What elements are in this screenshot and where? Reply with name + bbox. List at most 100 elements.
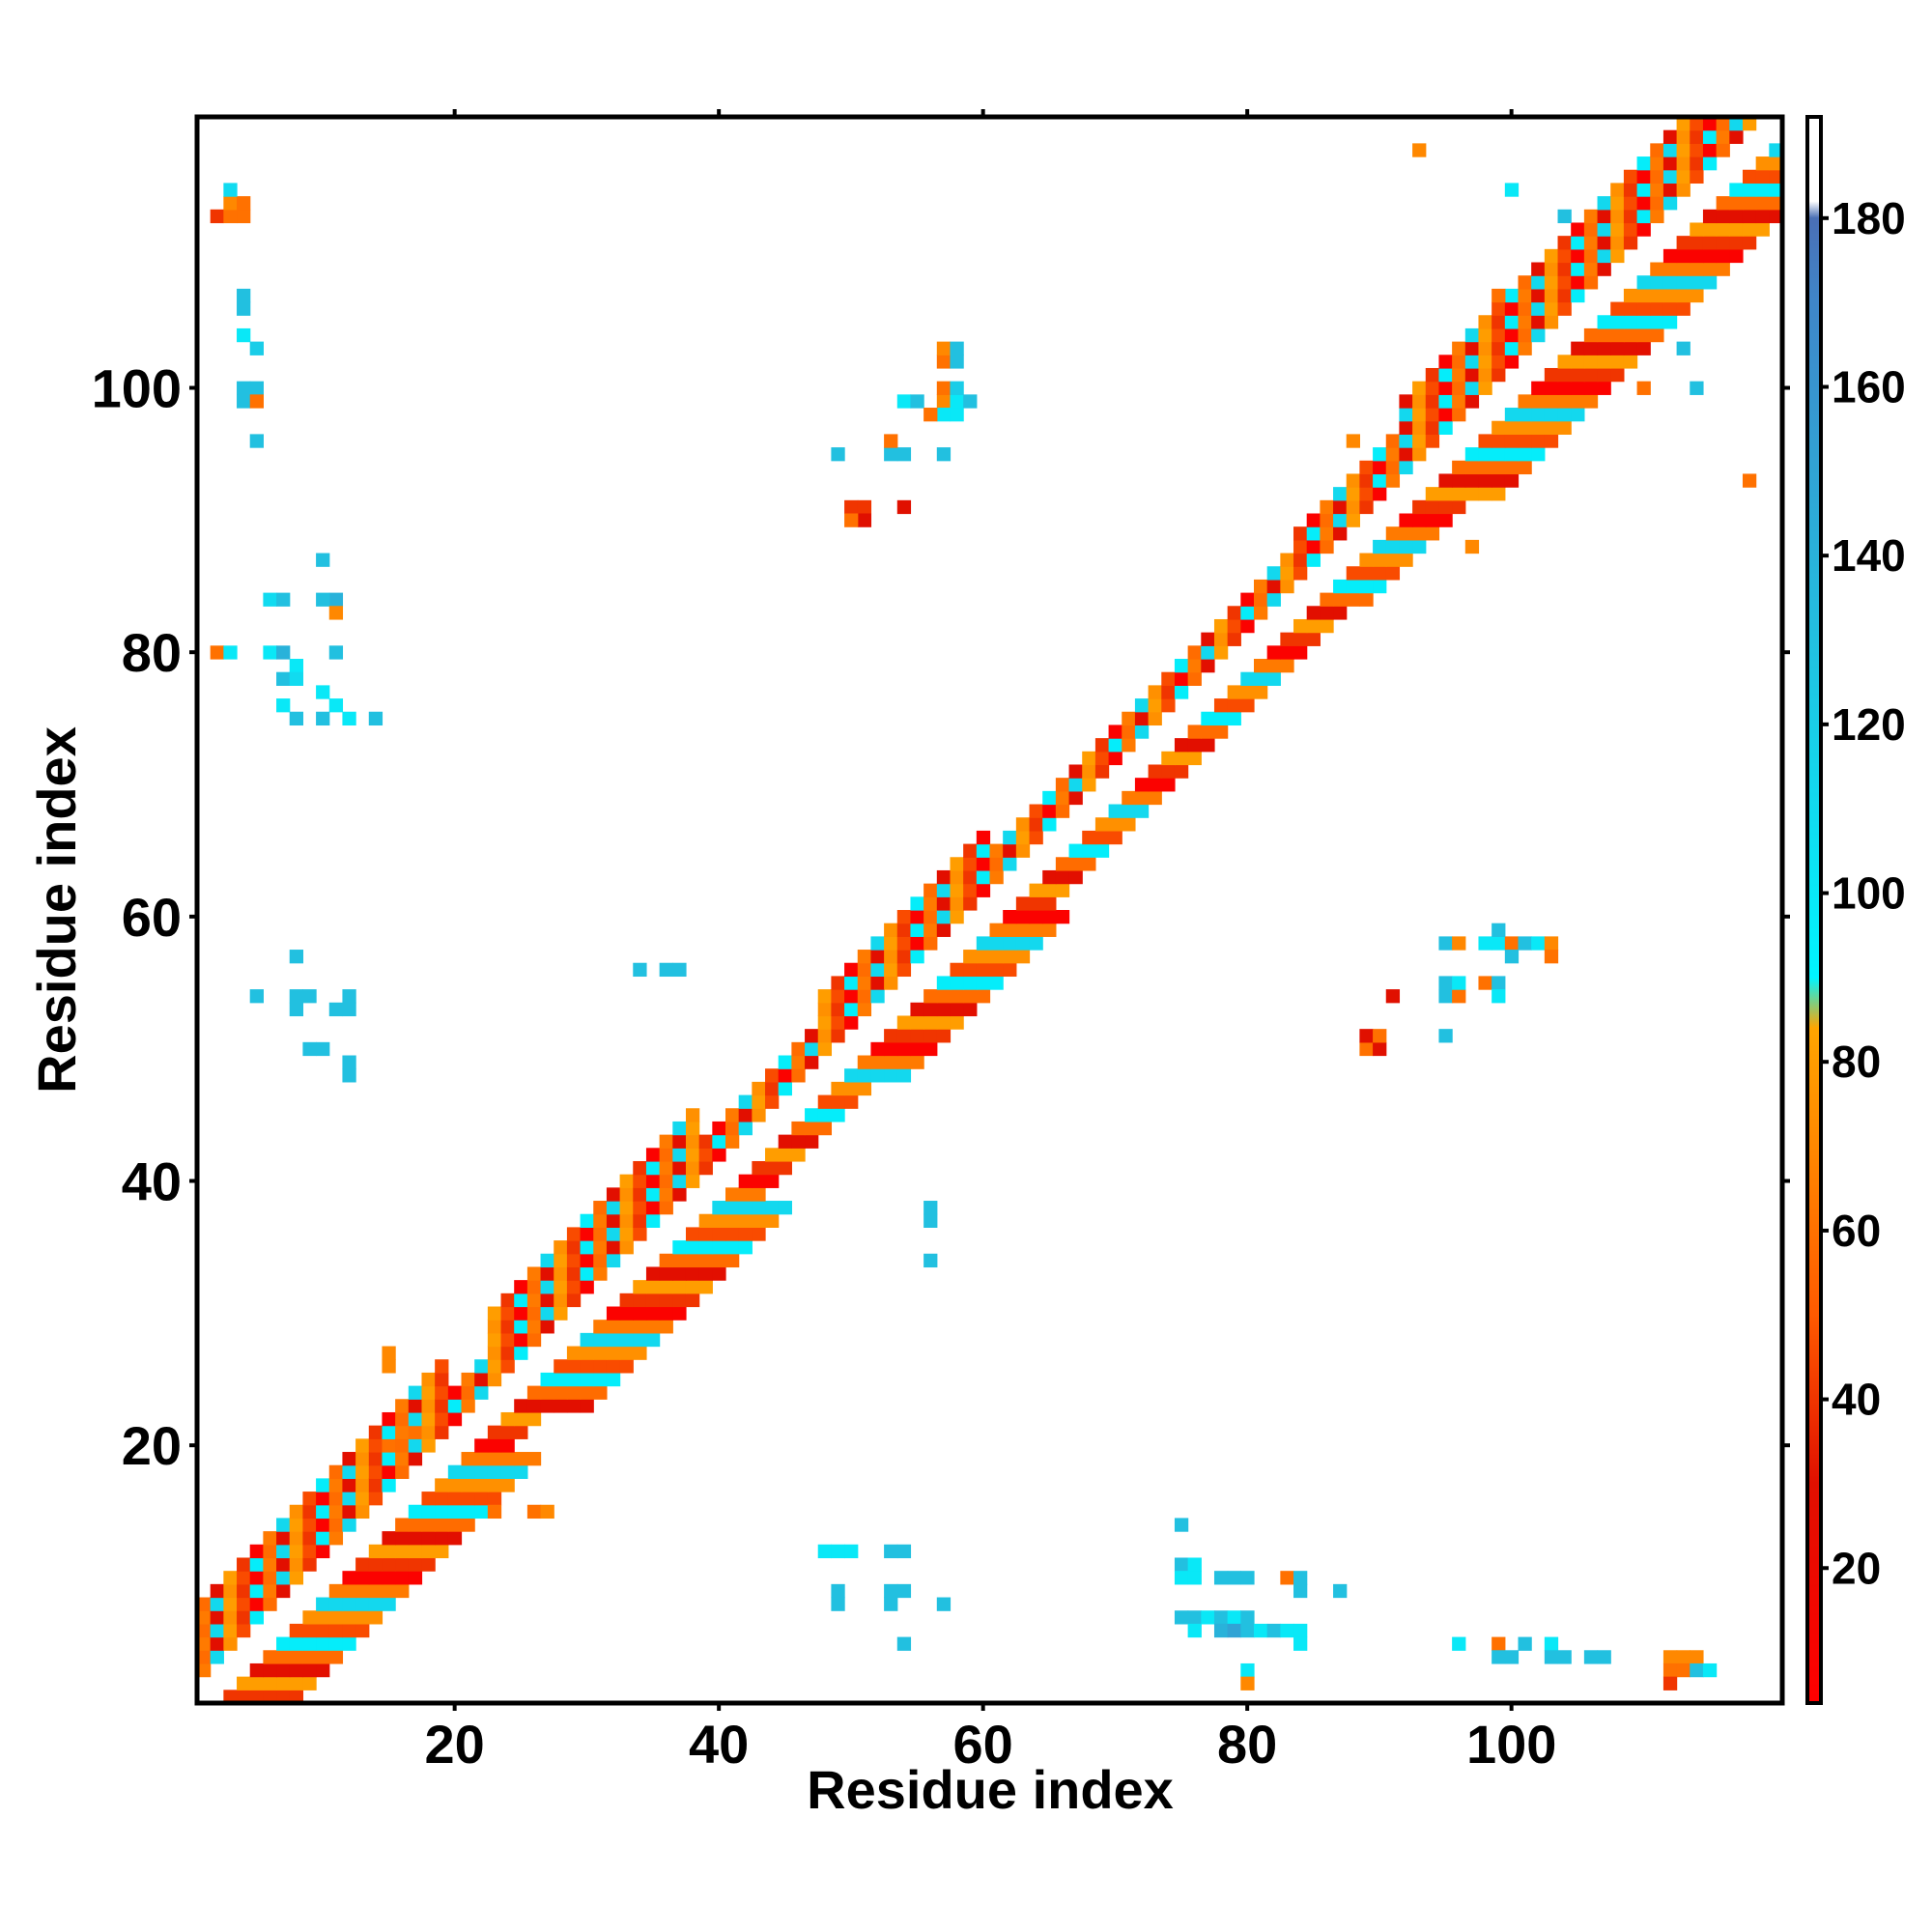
heatmap-cell — [1464, 381, 1480, 395]
heatmap-cell — [474, 1359, 489, 1374]
heatmap-cell — [593, 1227, 608, 1241]
heatmap-cell — [210, 1650, 224, 1664]
heatmap-cell — [593, 1359, 608, 1374]
heatmap-cell — [1438, 513, 1453, 527]
heatmap-cell — [1280, 632, 1294, 646]
heatmap-cell — [1438, 1029, 1453, 1043]
heatmap-cell — [1610, 196, 1625, 211]
heatmap-cells — [197, 117, 1783, 1704]
heatmap-cell — [896, 499, 912, 515]
heatmap-cell — [276, 645, 291, 660]
heatmap-cell — [316, 1597, 330, 1611]
heatmap-cell — [1333, 513, 1348, 527]
heatmap-cell — [1240, 1610, 1255, 1625]
heatmap-cell — [540, 1385, 554, 1400]
heatmap-cell — [368, 1438, 384, 1453]
heatmap-cell — [487, 1320, 502, 1334]
heatmap-cell — [619, 1320, 634, 1334]
heatmap-cell — [645, 1148, 661, 1162]
heatmap-cell — [1518, 341, 1532, 355]
heatmap-cell — [355, 1438, 370, 1453]
heatmap-cell — [1702, 129, 1718, 144]
heatmap-cell — [1055, 790, 1070, 806]
heatmap-cell — [936, 976, 952, 990]
colorbar-tick-label: 20 — [1832, 1543, 1881, 1593]
heatmap-cell — [1187, 1557, 1202, 1572]
heatmap-cell — [896, 394, 912, 409]
heatmap-cell — [1531, 936, 1546, 951]
heatmap-cell — [328, 698, 344, 713]
heatmap-cell — [342, 1068, 356, 1083]
heatmap-cell — [328, 1504, 344, 1520]
heatmap-cell — [514, 1464, 528, 1479]
heatmap-cell — [910, 1041, 924, 1057]
heatmap-cell — [408, 1399, 423, 1413]
heatmap-cell — [1610, 301, 1625, 316]
heatmap-cell — [606, 1213, 621, 1228]
heatmap-cell — [619, 1293, 634, 1308]
heatmap-cell — [698, 1280, 713, 1294]
heatmap-cell — [896, 1068, 912, 1083]
heatmap-cell — [1346, 566, 1360, 581]
heatmap-cell — [355, 1623, 370, 1638]
heatmap-cell — [857, 1068, 872, 1083]
heatmap-cell — [276, 1531, 291, 1546]
heatmap-cell — [249, 381, 264, 395]
heatmap-cell — [514, 1306, 528, 1321]
heatmap-cell — [1385, 989, 1401, 1004]
heatmap-cell — [289, 989, 304, 1004]
heatmap-cell — [752, 1174, 766, 1188]
heatmap-cell — [540, 1320, 554, 1334]
heatmap-cell — [619, 1306, 634, 1321]
heatmap-cell — [474, 1478, 489, 1492]
heatmap-cell — [1187, 671, 1202, 686]
heatmap-cell — [870, 1068, 885, 1083]
heatmap-cell — [936, 923, 952, 937]
heatmap-cell — [896, 950, 912, 964]
heatmap-cell — [316, 1504, 330, 1520]
heatmap-cell — [1504, 950, 1520, 964]
heatmap-cell — [1068, 869, 1083, 885]
heatmap-cell — [1769, 183, 1783, 197]
heatmap-cell — [1174, 1571, 1189, 1585]
heatmap-cell — [1690, 1650, 1704, 1664]
heatmap-cell — [237, 1597, 251, 1611]
heatmap-cell — [368, 1464, 384, 1479]
plot-frame — [194, 114, 1785, 1706]
heatmap-cell — [1531, 288, 1546, 303]
heatmap-cell — [805, 1029, 819, 1043]
heatmap-cell — [1492, 367, 1506, 383]
heatmap-cell — [1531, 327, 1546, 343]
heatmap-cell — [1557, 209, 1572, 224]
heatmap-cell — [633, 962, 647, 978]
heatmap-cell — [302, 1492, 317, 1506]
heatmap-cell — [1676, 301, 1690, 316]
heatmap-cell — [950, 989, 964, 1004]
heatmap-cell — [1504, 1650, 1520, 1664]
heatmap-cell — [1716, 209, 1730, 224]
heatmap-cell — [738, 1094, 753, 1109]
heatmap-cell — [276, 1571, 291, 1585]
heatmap-cell — [1716, 117, 1730, 131]
heatmap-cell — [316, 1662, 330, 1678]
heatmap-cell — [237, 288, 251, 303]
heatmap-cell — [672, 1174, 687, 1188]
heatmap-cell — [976, 936, 991, 951]
heatmap-cell — [817, 1029, 833, 1043]
heatmap-cell — [276, 1636, 291, 1651]
heatmap-cell — [844, 989, 859, 1004]
heatmap-cell — [633, 1174, 647, 1188]
heatmap-cell — [1452, 473, 1466, 488]
heatmap-cell — [355, 1571, 370, 1585]
heatmap-cell — [817, 1544, 833, 1559]
heatmap-cell — [474, 1438, 489, 1453]
heatmap-cell — [328, 1531, 344, 1546]
heatmap-cell — [1504, 420, 1520, 435]
heatmap-cell — [1623, 301, 1638, 316]
heatmap-cell — [1597, 236, 1611, 250]
heatmap-cell — [606, 1346, 621, 1360]
heatmap-cell — [1266, 1623, 1281, 1638]
heatmap-cell — [1213, 618, 1229, 634]
heatmap-cell — [685, 1174, 700, 1188]
heatmap-cell — [1029, 883, 1043, 897]
